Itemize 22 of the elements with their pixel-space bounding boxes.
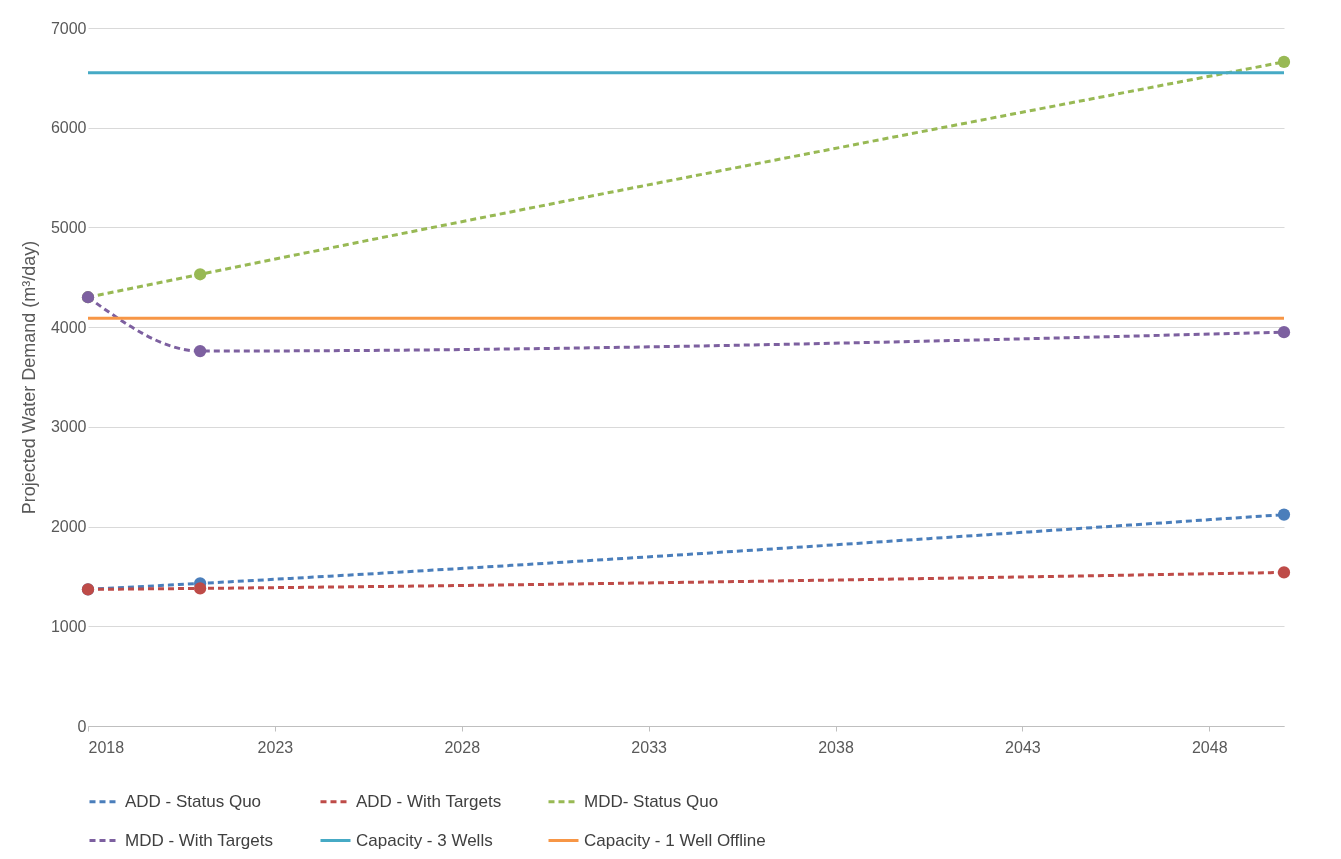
- x-tick-label: 2048: [1191, 738, 1228, 756]
- x-tick-label: 2033: [631, 738, 668, 756]
- legend-label: Capacity - 1 Well Offline: [584, 830, 766, 850]
- y-tick-label: 0: [77, 717, 87, 735]
- y-tick-label: 2000: [50, 518, 87, 536]
- y-tick-label: 7000: [50, 19, 87, 37]
- legend-label: MDD- Status Quo: [584, 791, 719, 811]
- x-tick-label: 2018: [88, 738, 125, 756]
- legend-label: ADD - Status Quo: [125, 791, 262, 811]
- y-tick-label: 6000: [50, 119, 87, 137]
- legend-label: ADD - With Targets: [356, 791, 502, 811]
- x-tick-label: 2038: [818, 738, 854, 756]
- y-tick-label: 5000: [50, 218, 87, 236]
- y-tick-label: 3000: [50, 418, 87, 436]
- y-tick-label: 4000: [50, 318, 87, 336]
- y-axis-title: Projected Water Demand (m³/day): [18, 240, 39, 515]
- x-tick-label: 2043: [1005, 738, 1041, 756]
- legend-label: MDD - With Targets: [125, 830, 273, 850]
- x-tick-label: 2023: [257, 738, 294, 756]
- x-tick-label: 2028: [444, 738, 481, 756]
- y-tick-label: 1000: [50, 617, 87, 635]
- legend-label: Capacity - 3 Wells: [356, 830, 493, 850]
